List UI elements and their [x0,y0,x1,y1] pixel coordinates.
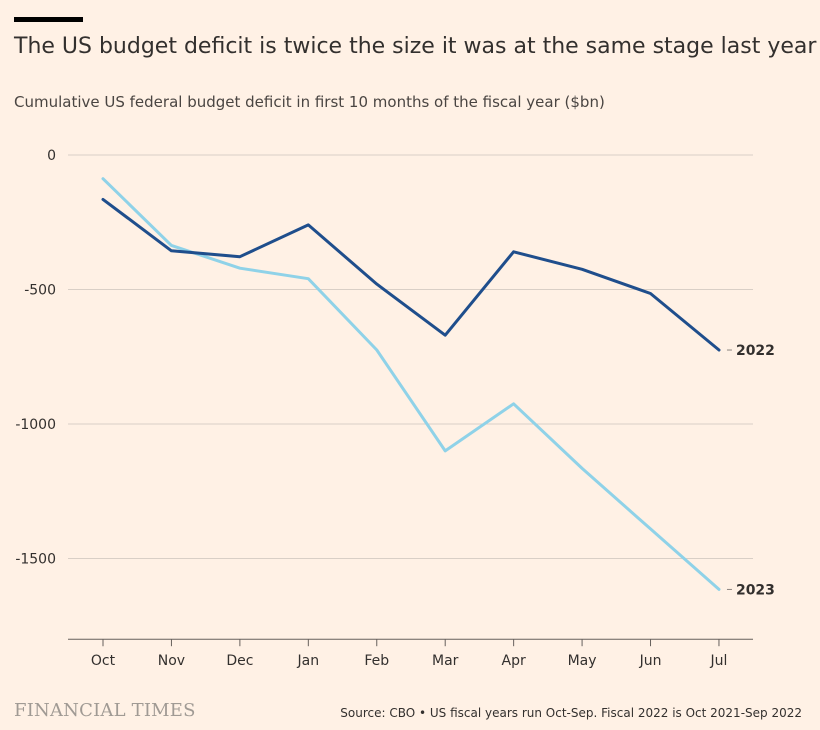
x-tick-label: Jan [297,653,320,669]
y-tick-label: -1000 [15,417,56,433]
y-tick-label: -1500 [15,552,56,568]
x-tick-label: Mar [432,653,459,669]
x-tick-label: Nov [158,653,185,669]
line-chart: 0 -500 -1000 -1500 Oct Nov Dec Jan Feb Mar Apr May J… [15,148,775,669]
series-line-2023 [101,177,721,591]
x-tick-label: Dec [226,653,253,669]
x-tick-label: Apr [502,653,526,669]
series-end-label: 2022 [736,343,775,359]
brand-bar [14,17,83,22]
x-tick-label: Oct [91,653,116,669]
y-tick-label: 0 [47,148,56,164]
x-tick-label: May [568,653,597,669]
x-tick-label: Jun [639,653,662,669]
ft-logo: FINANCIAL TIMES [14,700,196,721]
chart-subtitle: Cumulative US federal budget deficit in … [14,93,605,111]
series-end-label: 2023 [736,582,775,598]
x-tick-label: Jul [710,653,728,669]
x-tick-label: Feb [364,653,389,669]
chart-title: The US budget deficit is twice the size … [14,34,817,59]
series-line-2022 [101,197,721,352]
y-tick-label: -500 [24,283,56,299]
source-note: Source: CBO • US fiscal years run Oct-Se… [340,706,802,720]
